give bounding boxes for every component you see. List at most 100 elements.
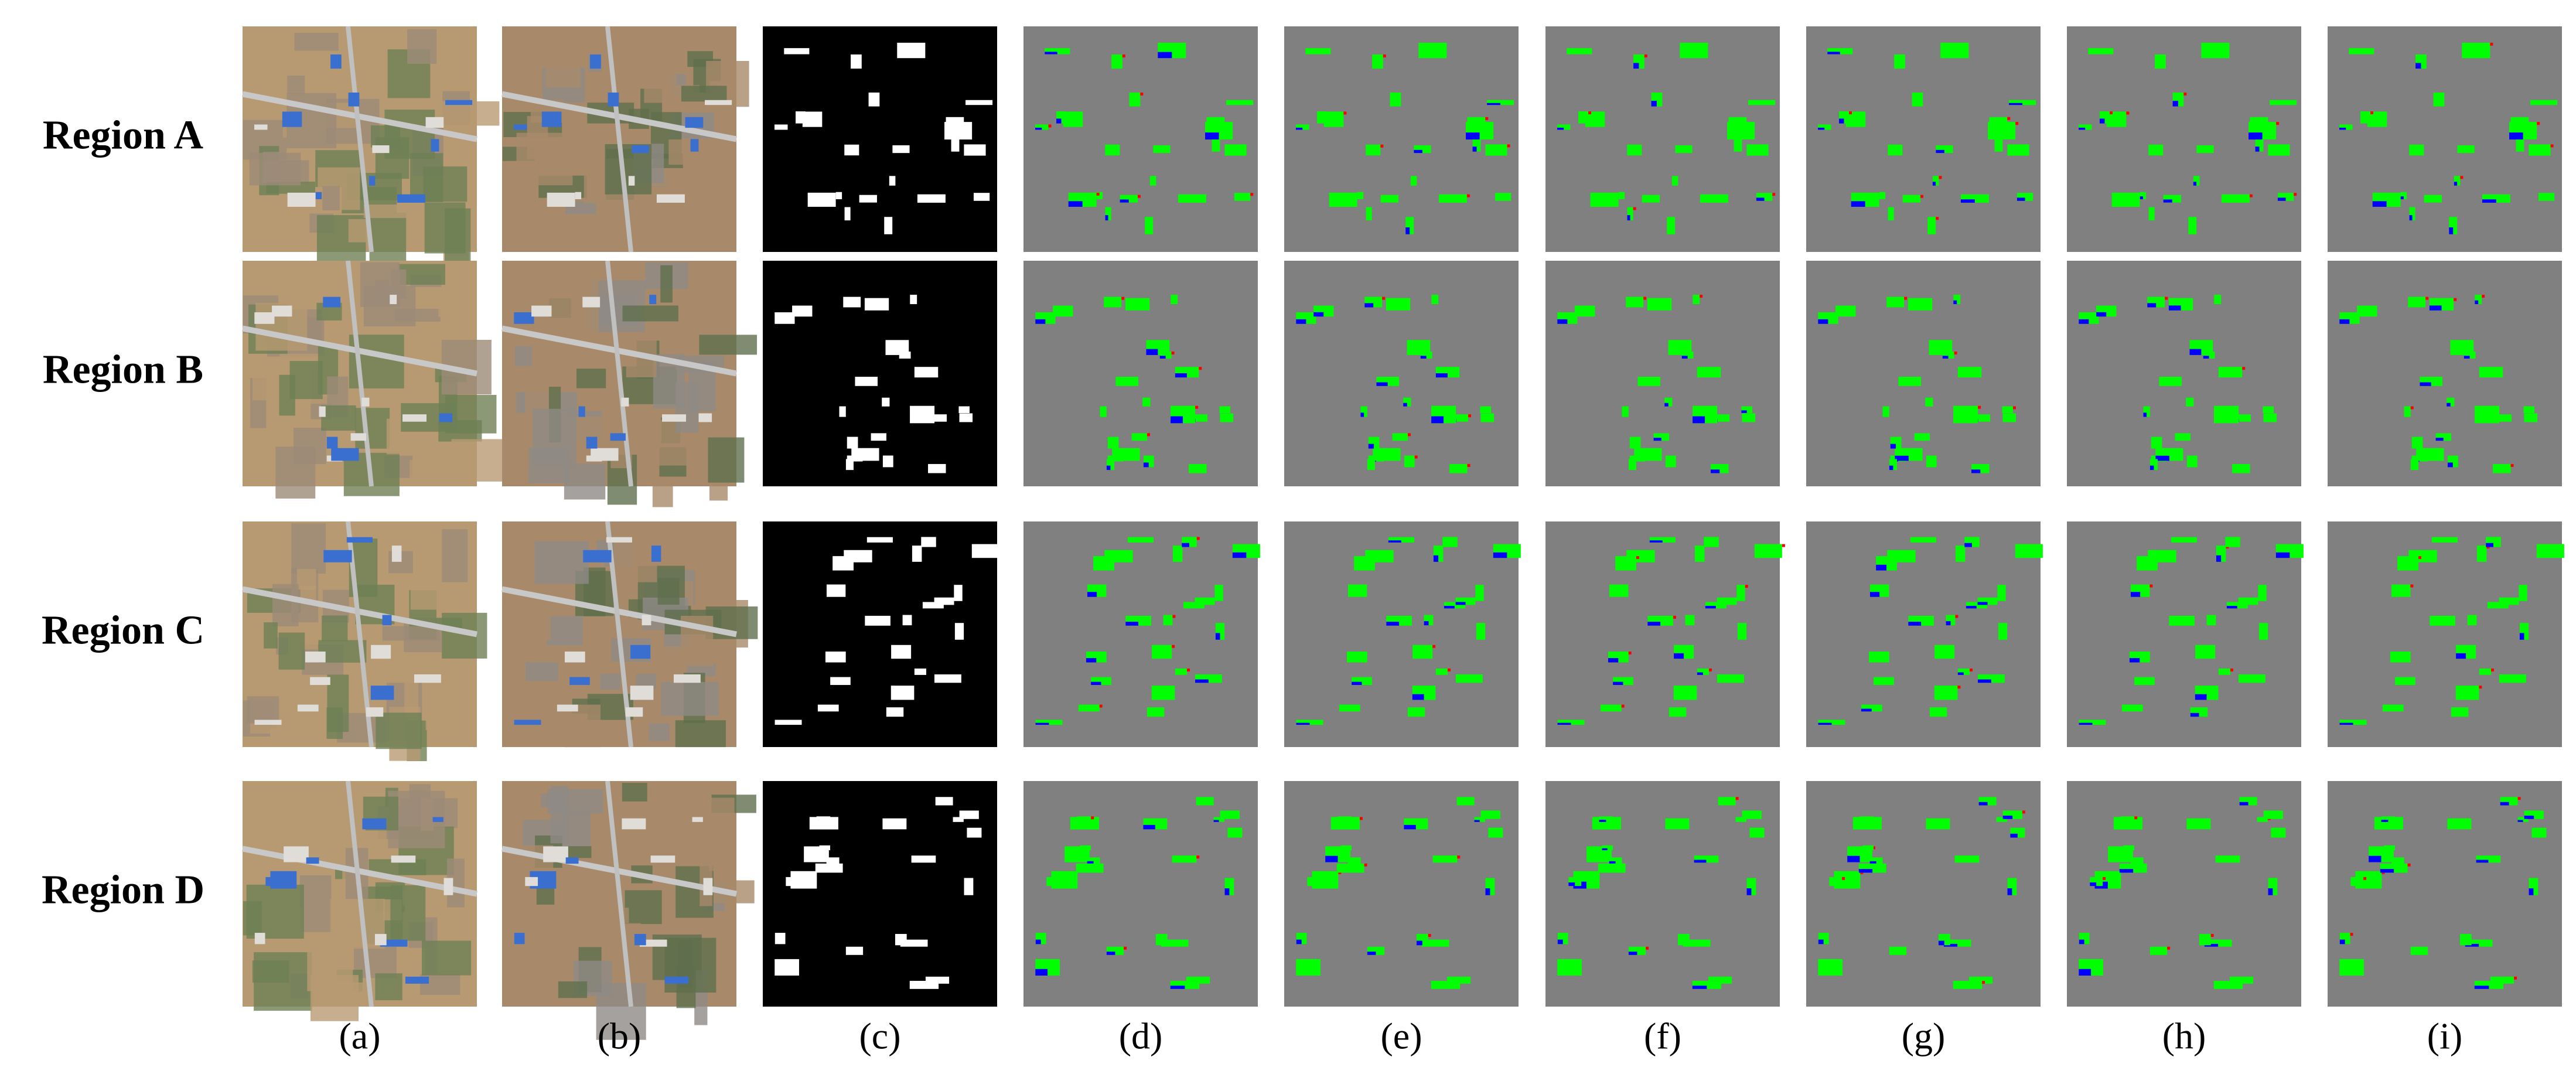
land-patch [321,405,356,431]
false-negative [1568,882,1575,887]
building [402,414,427,422]
false-negative [2277,197,2286,201]
building-mask [886,707,904,717]
row-label: Region B [43,347,203,393]
true-positive [1096,192,1103,199]
land-patch [375,973,402,1001]
true-positive [1307,877,1321,887]
false-positive [1745,585,1748,588]
building [390,295,397,305]
false-negative [1839,118,1844,124]
land-patch [326,707,343,739]
true-positive [1153,145,1171,154]
true-positive [1827,48,1853,54]
true-positive [1914,433,1930,441]
true-positive [2409,207,2415,221]
land-patch [291,523,326,574]
land-patch [369,212,407,269]
true-positive [1736,585,1745,601]
true-positive [1446,976,1471,984]
false-negative [1861,708,1872,712]
false-negative [1412,694,1424,700]
true-positive [2339,959,2364,976]
building-mask [935,797,953,806]
false-positive [1137,195,1141,198]
building-mask [865,615,890,626]
building-mask [964,878,974,895]
land-patch [363,204,407,219]
building [254,124,268,130]
false-negative [2447,462,2453,468]
false-negative [1711,469,1720,473]
true-positive [1717,597,1737,605]
false-negative [2216,555,2222,562]
land-patch [668,139,708,165]
true-positive [2517,817,2529,822]
building-mask [866,537,893,543]
true-positive [1704,537,1719,547]
false-negative [1035,722,1049,725]
image-panel [1284,521,1521,747]
true-positive [2381,816,2396,822]
true-positive [2447,818,2472,830]
land-patch [625,890,662,925]
building-mask [910,295,917,305]
land-patch [445,395,497,434]
true-positive [1742,810,1762,819]
true-positive [1418,42,1447,59]
true-positive [1889,946,1907,955]
false-positive [1343,111,1347,115]
false-positive [1196,537,1200,540]
true-positive [2079,124,2092,130]
false-negative [1403,403,1407,407]
false-positive [2407,863,2411,867]
building [664,976,689,984]
image-panel [501,26,749,253]
true-positive [1444,602,1465,609]
false-negative [1360,412,1364,417]
building [305,651,326,663]
road [346,780,374,1007]
land-patch [410,585,466,610]
land-patch [442,529,468,582]
true-positive [1996,817,2007,822]
true-positive [1100,406,1107,417]
true-positive [2213,981,2243,989]
false-negative [1325,855,1338,862]
true-positive [1953,295,1961,305]
false-negative [1405,227,1410,234]
image-panel [1284,781,1519,1007]
false-positive [2350,933,2353,936]
building [630,645,651,659]
land-patch [294,33,339,51]
true-positive [1213,817,1224,822]
false-positive [1364,863,1367,867]
true-positive [1829,877,1843,887]
land-patch [502,928,557,984]
image-panel [1545,781,1780,1007]
true-positive [1874,677,1894,686]
true-positive [1296,959,1321,976]
true-positive [1220,413,1234,422]
land-patch [678,939,693,988]
false-negative [1143,824,1155,830]
false-positive [1048,124,1052,128]
true-positive [2270,100,2297,105]
false-positive [2425,296,2429,300]
building [391,855,416,863]
true-positive [2214,295,2222,305]
true-positive [2339,124,2353,130]
false-positive [2550,144,2554,148]
false-negative [1694,860,1707,863]
false-negative [1420,356,1427,359]
building-mask [884,217,893,234]
false-negative [1818,127,1825,130]
true-positive [1727,122,1755,140]
false-negative [1352,681,1362,686]
true-positive [1697,668,1709,675]
land-patch [442,101,500,126]
true-positive [2395,677,2415,686]
building [606,537,632,543]
false-negative [1213,820,1219,822]
building [306,857,319,864]
